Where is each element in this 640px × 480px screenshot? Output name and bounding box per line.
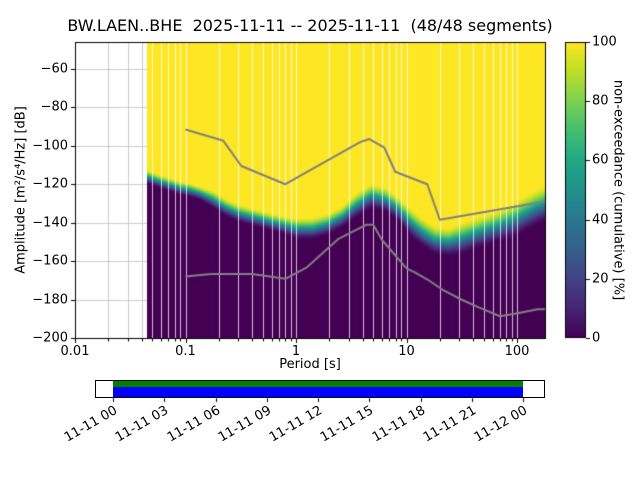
y-tick-label: −100 <box>32 138 68 154</box>
colorbar-tick-label: 0 <box>592 330 601 346</box>
y-tick-label: −200 <box>32 330 68 346</box>
timeline-coverage-stripe <box>113 387 523 397</box>
y-tick-label: −60 <box>40 61 68 77</box>
colorbar-label: non-exceedance (cumulative) [%] <box>610 79 626 301</box>
x-axis-label: Period [s] <box>279 357 341 372</box>
colorbar-tick-label: 100 <box>592 34 617 50</box>
x-tick-label: 1 <box>291 344 301 359</box>
plot-title: BW.LAEN..BHE 2025-11-11 -- 2025-11-11 (4… <box>67 16 553 35</box>
y-tick-label: −180 <box>32 292 68 308</box>
y-tick-label: −80 <box>40 99 68 115</box>
x-tick-label: 10 <box>398 344 415 359</box>
y-axis-label: Amplitude [m²/s⁴/Hz] [dB] <box>13 106 29 274</box>
colorbar-tick-label: 20 <box>592 271 609 287</box>
colorbar-tick-label: 40 <box>592 212 609 228</box>
x-tick-label: 100 <box>504 344 530 359</box>
colorbar-tick-label: 80 <box>592 93 609 109</box>
y-tick-label: −160 <box>32 253 68 269</box>
y-tick-label: −140 <box>32 215 68 231</box>
x-tick-label: 0.01 <box>60 344 90 359</box>
x-tick-label: 0.1 <box>175 344 196 359</box>
timeline-availability-box <box>95 380 545 398</box>
timeline-data-bar <box>113 381 523 397</box>
timeline-processed-stripe <box>113 381 523 388</box>
y-tick-label: −120 <box>32 176 68 192</box>
colorbar-tick-label: 60 <box>592 152 609 168</box>
